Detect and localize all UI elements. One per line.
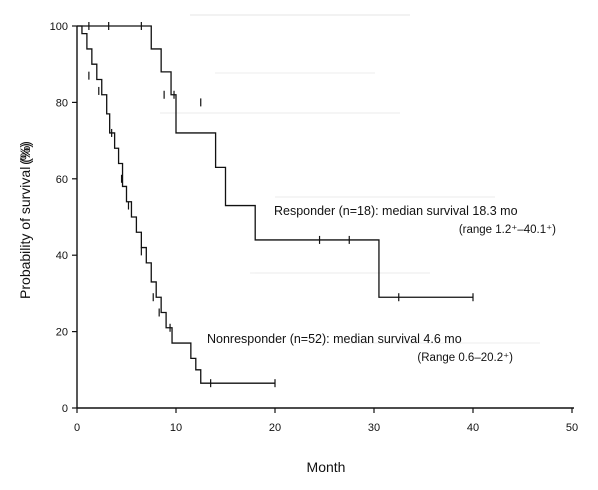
series-line-nonresponder — [77, 25, 275, 384]
scan-texture — [160, 14, 540, 344]
x-ticks: 0 10 20 30 40 50 — [74, 408, 578, 434]
annotation-responder-line2: (range 1.2⁺–40.1⁺) — [459, 224, 556, 236]
y-axis-title: Probability of survival (%) — [17, 141, 33, 299]
x-tick-label-0: 0 — [74, 422, 80, 434]
y-tick-label-0: 0 — [62, 403, 68, 415]
x-axis-title: Month — [307, 459, 346, 475]
annotation-nonresponder: Nonresponder (n=52): median survival 4.6… — [207, 332, 513, 364]
annotation-nonresponder-line2: (Range 0.6–20.2⁺) — [417, 352, 513, 364]
annotation-responder-line1: Responder (n=18): median survival 18.3 m… — [274, 204, 518, 218]
y-tick-label-1: 20 — [56, 327, 68, 339]
y-tick-label-5: 100 — [50, 21, 68, 33]
x-tick-label-3: 30 — [368, 422, 380, 434]
y-ticks: 0 20 40 60 80 100 (%) — [17, 21, 77, 415]
series-line-responder — [77, 25, 473, 298]
series-layer — [77, 22, 474, 388]
annotation-responder: Responder (n=18): median survival 18.3 m… — [274, 204, 556, 236]
y-tick-label-3: 60 — [56, 174, 68, 186]
x-tick-label-1: 10 — [170, 422, 182, 434]
y-axis-unit: (%) — [17, 143, 33, 165]
x-tick-label-5: 50 — [566, 422, 578, 434]
y-tick-label-2: 40 — [56, 250, 68, 262]
x-tick-label-2: 20 — [269, 422, 281, 434]
axes: 0 10 20 30 40 50 0 20 40 60 80 100 (%) — [17, 21, 578, 434]
annotation-nonresponder-line1: Nonresponder (n=52): median survival 4.6… — [207, 332, 462, 346]
y-tick-label-4: 80 — [56, 97, 68, 109]
x-tick-label-4: 40 — [467, 422, 479, 434]
